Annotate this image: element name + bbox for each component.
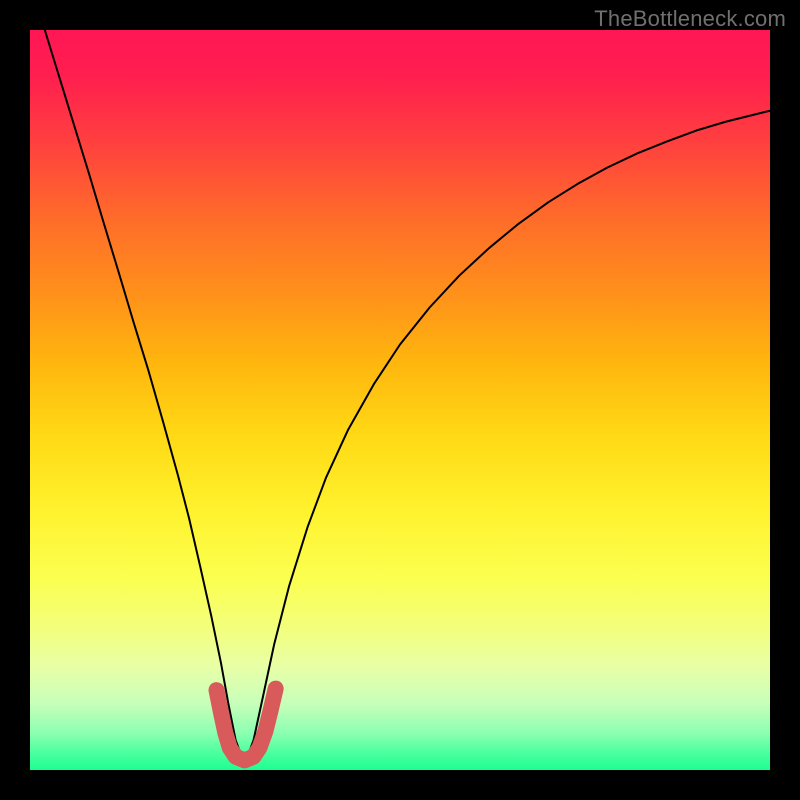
watermark-text: TheBottleneck.com [594,6,786,32]
gradient-background [30,30,770,770]
chart-svg [30,30,770,770]
chart-area [30,30,770,770]
